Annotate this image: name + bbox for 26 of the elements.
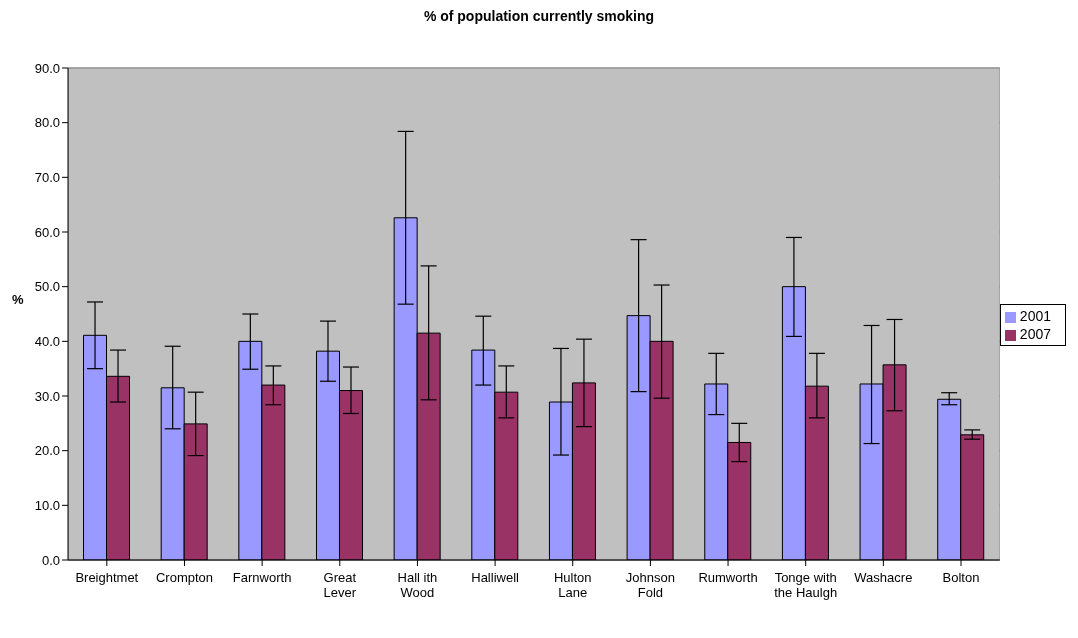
y-tick-label: 90.0 [34, 60, 60, 76]
y-tick-label: 40.0 [34, 333, 60, 349]
y-tick-label: 30.0 [34, 388, 60, 404]
x-tick-label: Breightmet [75, 570, 139, 585]
x-tick-label: Bolton [942, 570, 980, 585]
x-tick-label: Halliwell [471, 570, 520, 585]
y-tick-label: 20.0 [34, 443, 60, 459]
y-tick-label: 0.0 [41, 552, 60, 568]
x-tick-label: Hall ith Wood [397, 570, 438, 600]
y-tick-label: 80.0 [34, 115, 60, 131]
x-tick-label: Great Lever [323, 570, 357, 600]
y-axis-title: % [12, 292, 24, 307]
x-tick-label: Tonge with the Haulgh [774, 570, 838, 600]
x-tick-label: Farnworth [232, 570, 292, 585]
x-tick-label: Rumworth [698, 570, 758, 585]
legend-label: 2007 [1019, 326, 1051, 342]
y-tick-label: 10.0 [34, 497, 60, 513]
chart-title: % of population currently smoking [422, 8, 656, 26]
x-tick-label: Crompton [155, 570, 214, 585]
x-tick-label: Washacre [854, 570, 913, 585]
y-tick-label: 50.0 [34, 279, 60, 295]
legend-label: 2001 [1019, 308, 1051, 324]
y-tick-label: 60.0 [34, 224, 60, 240]
x-tick-label: Hulton Lane [553, 570, 592, 600]
x-tick-label: Johnson Fold [625, 570, 675, 600]
y-tick-label: 70.0 [34, 169, 60, 185]
